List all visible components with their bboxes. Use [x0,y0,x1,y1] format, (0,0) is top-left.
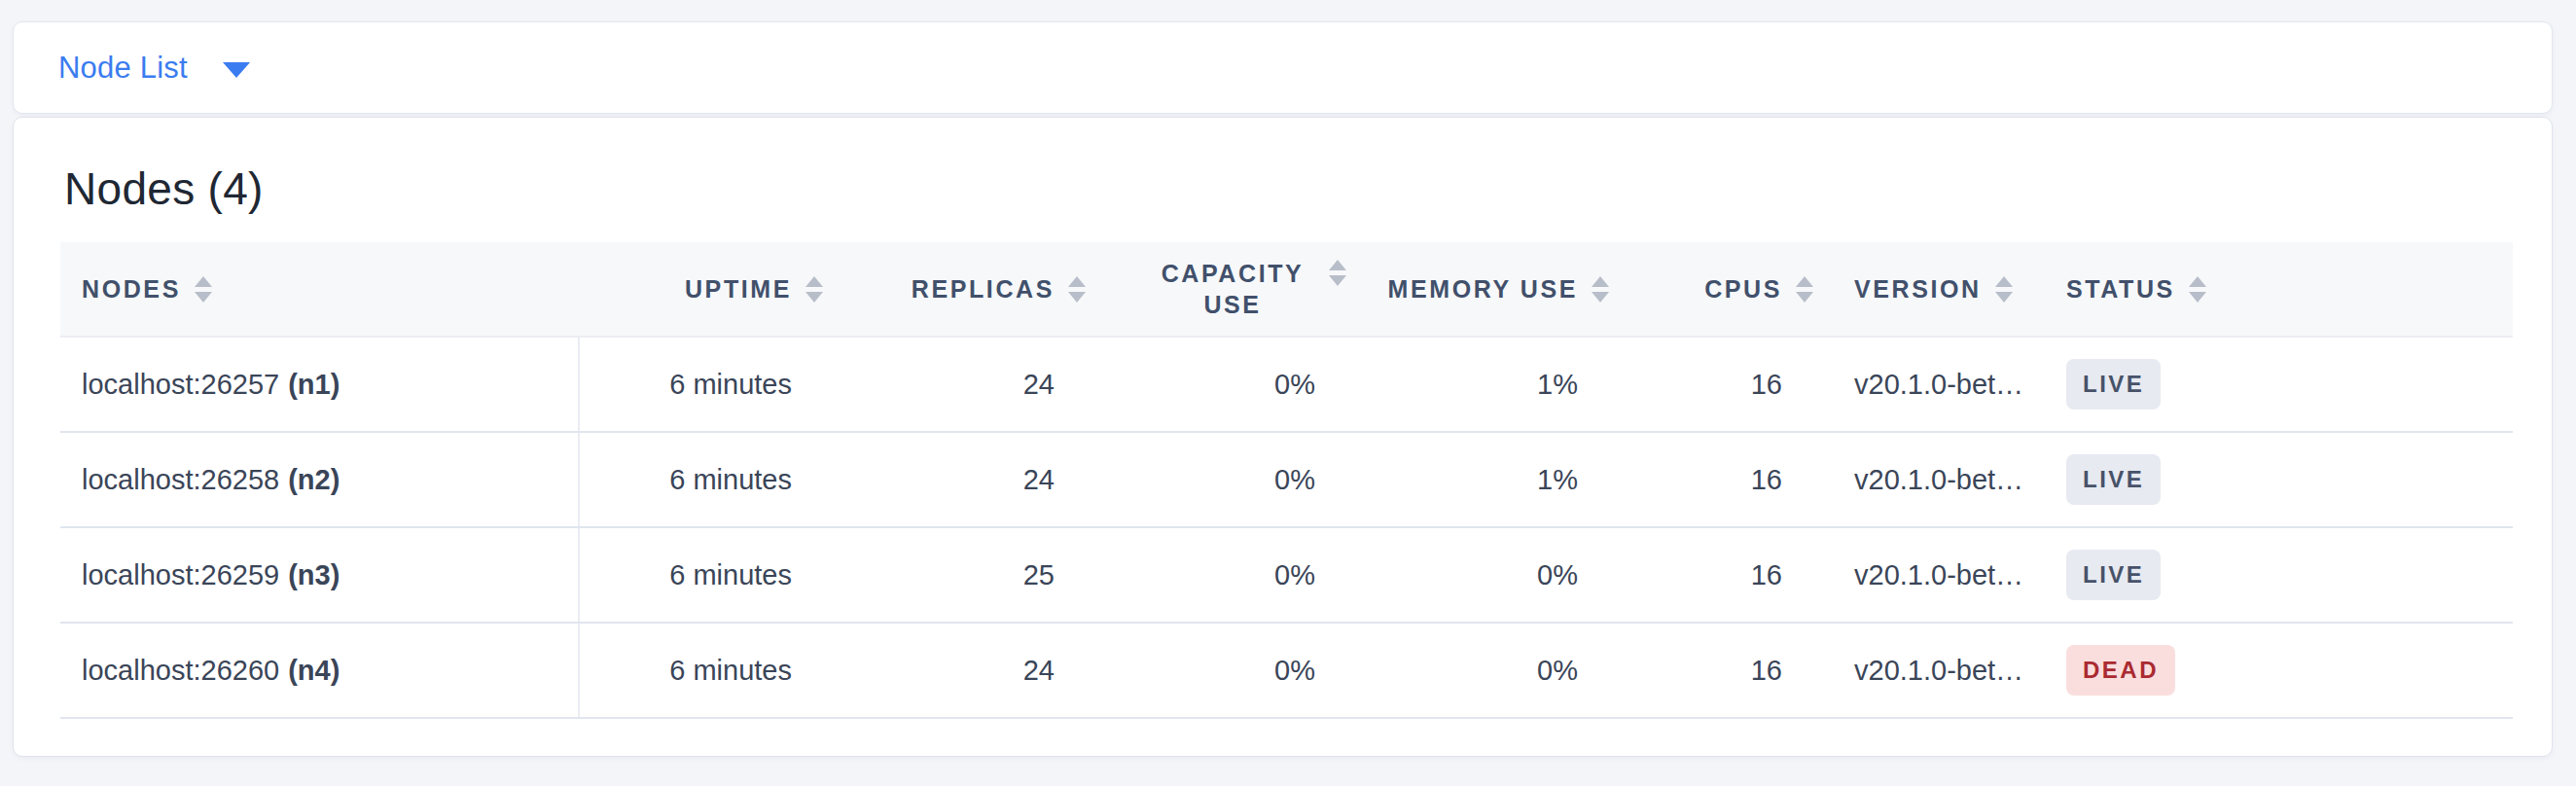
cell-uptime: 6 minutes [580,528,823,622]
cell-cpus: 16 [1609,433,1813,526]
sort-arrows-icon[interactable] [1068,276,1086,303]
cell-memory_use: 1% [1346,433,1609,526]
cell-version: v20.1.0-bet… [1813,624,2047,717]
column-header-cpus[interactable]: CPUS [1609,242,1813,336]
column-header-uptime[interactable]: UPTIME [580,242,823,336]
cell-replicas: 24 [823,624,1086,717]
column-label: MEMORY USE [1388,275,1578,304]
cell-capacity_use: 0% [1086,338,1346,431]
cell-capacity_use: 0% [1086,433,1346,526]
section-title: Nodes (4) [64,162,2513,215]
column-label: CPUS [1704,275,1782,304]
column-label: UPTIME [685,275,792,304]
node-address: localhost:26260 [82,655,279,687]
table-row: localhost:26258 (n2) 6 minutes240%1%16v20.… [60,433,2513,528]
node-address: localhost:26259 [82,559,279,591]
sort-arrows-icon[interactable] [1995,276,2013,303]
table-row: localhost:26260(n4)6 minutes240%0%16v20.… [60,624,2513,719]
cell-status: DEAD [2047,624,2513,717]
cell-replicas: 24 [823,338,1086,431]
cell-memory_use: 0% [1346,624,1609,717]
cell-version: v20.1.0-bet… [1813,528,2047,622]
column-header-nodes[interactable]: NODES [60,242,580,336]
node-id: (n4) [288,655,340,687]
node-address: localhost:26258 [82,464,279,496]
sort-arrows-icon[interactable] [805,276,823,303]
node-id: (n3) [288,559,340,591]
cell-nodes: localhost:26257 (n1) [60,338,580,431]
cell-uptime: 6 minutes [580,338,823,431]
cell-status: LIVE [2047,433,2513,526]
table-row: localhost:26257 (n1) 6 minutes240%1%16v20.… [60,338,2513,433]
cell-capacity_use: 0% [1086,528,1346,622]
sort-arrows-icon[interactable] [1329,260,1346,286]
cell-capacity_use: 0% [1086,624,1346,717]
column-label: NODES [82,275,181,304]
nodes-table: NODES UPTIME REPLICAS CAPACITY USE MEMORY US… [60,242,2513,719]
cell-replicas: 24 [823,433,1086,526]
status-badge: LIVE [2066,359,2161,410]
cell-status: LIVE [2047,338,2513,431]
sort-arrows-icon[interactable] [2189,276,2206,303]
sort-arrows-icon[interactable] [195,276,212,303]
column-label: CAPACITY USE [1150,258,1315,321]
cell-cpus: 16 [1609,528,1813,622]
sort-arrows-icon[interactable] [1592,276,1609,303]
node-list-dropdown-label: Node List [58,51,188,86]
page-header-bar: Node List [13,21,2553,114]
cell-cpus: 16 [1609,338,1813,431]
column-label: VERSION [1854,275,1982,304]
table-header-row: NODES UPTIME REPLICAS CAPACITY USE MEMORY US… [60,242,2513,338]
cell-memory_use: 1% [1346,338,1609,431]
sort-arrows-icon[interactable] [1796,276,1813,303]
cell-nodes: localhost:26260 (n4) [60,624,580,717]
column-header-status[interactable]: STATUS [2047,242,2513,336]
cell-nodes: localhost:26258 (n2) [60,433,580,526]
cell-replicas: 25 [823,528,1086,622]
cell-version: v20.1.0-bet… [1813,338,2047,431]
table-body: localhost:26257(n1)6 minutes240%1%16v20.… [60,338,2513,719]
status-badge: LIVE [2066,454,2161,505]
node-address: localhost:26257 [82,369,279,401]
chevron-down-icon [223,62,250,78]
cell-uptime: 6 minutes [580,433,823,526]
node-list-dropdown[interactable]: Node List [58,51,250,86]
cell-memory_use: 0% [1346,528,1609,622]
status-badge: LIVE [2066,550,2161,600]
column-label: STATUS [2066,275,2175,304]
column-header-memory_use[interactable]: MEMORY USE [1346,242,1609,336]
column-header-version[interactable]: VERSION [1813,242,2047,336]
status-badge: DEAD [2066,645,2175,696]
cell-status: LIVE [2047,528,2513,622]
column-header-replicas[interactable]: REPLICAS [823,242,1086,336]
table-row: localhost:26259(n3)6 minutes250%0%16v20.… [60,528,2513,624]
node-id: (n1) [288,369,340,401]
cell-uptime: 6 minutes [580,624,823,717]
cell-cpus: 16 [1609,624,1813,717]
node-id: (n2) [288,464,340,496]
column-label: REPLICAS [912,275,1055,304]
cell-version: v20.1.0-bet… [1813,433,2047,526]
cell-nodes: localhost:26259 (n3) [60,528,580,622]
nodes-section-card: Nodes (4) NODES UPTIME REPLICAS CAPACITY US… [13,117,2553,757]
column-header-capacity_use[interactable]: CAPACITY USE [1086,242,1346,336]
